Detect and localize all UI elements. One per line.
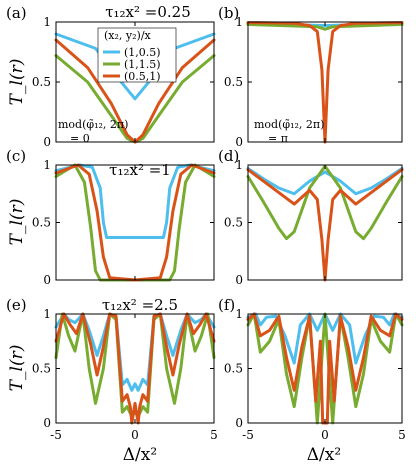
panel-e-xtick-label-2: 5 xyxy=(210,428,218,442)
annotation-a-line2: = 0 xyxy=(70,132,90,145)
panel-f-xtick-label-0: -5 xyxy=(242,428,254,442)
panel-b-series-2 xyxy=(246,22,404,31)
panel-e-xtick-label-0: -5 xyxy=(50,428,62,442)
panel-d-series-1 xyxy=(246,166,404,196)
panel-c-ytick-label-2: 1 xyxy=(43,158,51,172)
title-top: τ₁₂x² =0.25 xyxy=(105,3,191,21)
panel-d-ytick-label-0: 0 xyxy=(235,273,243,287)
panel-d-series-3 xyxy=(246,168,404,282)
ylabel-row3: T_l(r) xyxy=(7,345,27,392)
panel-e-ytick-label-2: 1 xyxy=(43,307,51,321)
title-bot: τ₁₂x² =2.5 xyxy=(102,296,178,314)
panel-c-axes-box xyxy=(55,164,215,281)
legend-title: (x₂, y₂)/x xyxy=(104,29,152,42)
panel-b-ytick-label-0: 0 xyxy=(235,135,243,149)
panel-d: 0 0.5 1(d) xyxy=(218,147,404,287)
panel-c-ytick-label-0: 0 xyxy=(43,273,51,287)
panel-f-label: (f) xyxy=(218,296,235,314)
panel-f: 00.51-5 0 5(f) xyxy=(218,296,406,442)
panel-e: 00.51-5 0 5(e) xyxy=(6,296,218,442)
panel-b: 0 0.5 1(b) xyxy=(218,4,404,149)
panel-f-ytick-label-2: 1 xyxy=(235,307,243,321)
panel-a-ytick-label-2: 1 xyxy=(43,15,51,29)
panel-c-series-2 xyxy=(54,163,216,282)
xlabel-left: Δ/x² xyxy=(123,445,157,465)
panel-d-ytick-label-1: 0.5 xyxy=(224,216,243,230)
legend-entry-2: (1,1.5) xyxy=(124,58,161,71)
panel-d-ytick-label-2: 1 xyxy=(235,158,243,172)
panel-c-ytick-label-1: 0.5 xyxy=(32,216,51,230)
panel-c-label: (c) xyxy=(6,147,26,165)
annotation-b-line1: mod(φ̃₁₂, 2π) xyxy=(254,118,324,131)
panel-e-xtick-label-1: 0 xyxy=(131,428,139,442)
panel-e-label: (e) xyxy=(6,296,27,314)
panel-e-series-2 xyxy=(54,312,216,418)
panel-a-ytick-label-1: 0.5 xyxy=(32,75,51,89)
panel-f-ytick-label-0: 0 xyxy=(235,416,243,430)
panel-b-label: (b) xyxy=(218,4,239,22)
panel-e-series-3 xyxy=(54,312,216,425)
ylabel-row2: T_l(r) xyxy=(7,199,27,246)
panel-d-label: (d) xyxy=(218,147,239,165)
panel-b-ytick-label-1: 0.5 xyxy=(224,75,243,89)
ylabel-row1: T_l(r) xyxy=(7,59,27,106)
title-mid: τ₁₂x² =1 xyxy=(109,161,171,179)
panel-c-series-1 xyxy=(54,163,216,239)
panel-b-ytick-label-2: 1 xyxy=(235,15,243,29)
legend-entry-1: (1,0.5) xyxy=(124,46,161,59)
legend-entry-3: (0.5,1) xyxy=(124,70,161,83)
annotation-b-line2: = π xyxy=(268,132,288,145)
xlabel-right: Δ/x² xyxy=(307,445,341,465)
panel-f-xtick-label-2: 5 xyxy=(398,428,406,442)
panel-d-series-2 xyxy=(246,164,404,241)
panel-f-xtick-label-1: 0 xyxy=(321,428,329,442)
panels: 00.51(a)00.51(b)00.51(c)00.51(d)00.51-5 0… xyxy=(6,4,406,442)
annotation-a-line1: mod(φ̃₁₂, 2π) xyxy=(58,118,128,131)
panel-c-series-3 xyxy=(54,163,216,282)
legend-box xyxy=(97,27,177,83)
panel-e-ytick-label-0: 0 xyxy=(43,416,51,430)
panel-e-ytick-label-1: 0.5 xyxy=(32,362,51,376)
legend: (x₂, y₂)/x (1,0.5) (1,1.5) (0.5,1) xyxy=(97,27,177,83)
panel-a-label: (a) xyxy=(6,4,27,22)
panel-f-ytick-label-1: 0.5 xyxy=(224,362,243,376)
panel-a-ytick-label-0: 0 xyxy=(43,135,51,149)
panel-c: 0 0.5 1 (c) xyxy=(6,147,216,287)
